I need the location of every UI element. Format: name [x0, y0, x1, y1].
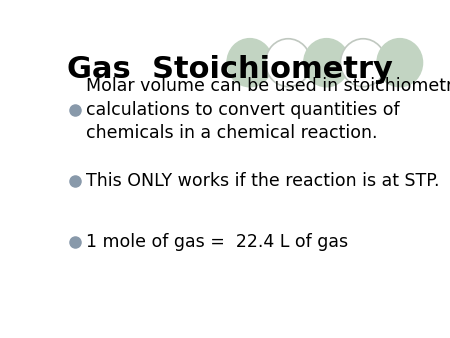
Ellipse shape	[377, 39, 423, 87]
Ellipse shape	[227, 39, 273, 87]
Text: Molar volume can be used in stoichiometry
calculations to convert quantities of
: Molar volume can be used in stoichiometr…	[86, 77, 450, 142]
Text: This ONLY works if the reaction is at STP.: This ONLY works if the reaction is at ST…	[86, 172, 439, 190]
Ellipse shape	[341, 39, 386, 87]
Text: Gas  Stoichiometry: Gas Stoichiometry	[67, 55, 392, 84]
Text: 1 mole of gas =  22.4 L of gas: 1 mole of gas = 22.4 L of gas	[86, 233, 348, 251]
Ellipse shape	[304, 39, 349, 87]
Ellipse shape	[266, 39, 311, 87]
